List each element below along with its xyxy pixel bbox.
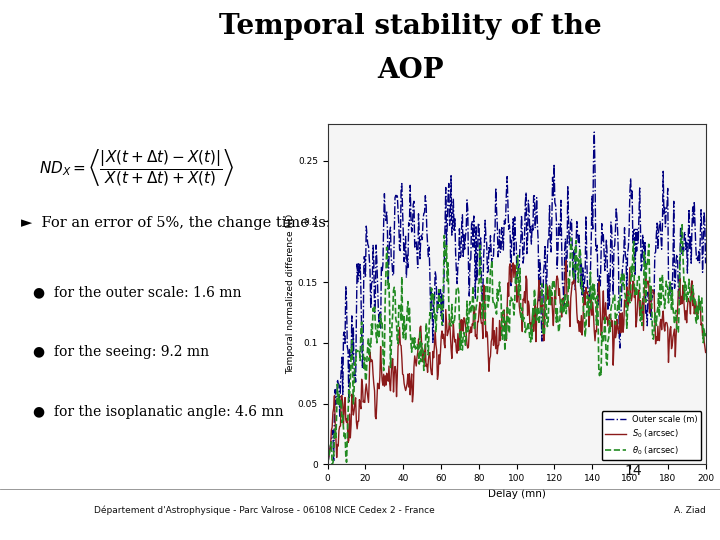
Text: 14: 14 — [625, 464, 642, 478]
Text: ●  for the seeing: 9.2 mn: ● for the seeing: 9.2 mn — [33, 345, 210, 359]
Text: A. Ziad: A. Ziad — [674, 506, 706, 515]
Text: Temporal stability of the: Temporal stability of the — [219, 14, 602, 40]
Text: $ND_X = \left\langle \dfrac{|X(t+\Delta t) - X(t)|}{X(t+\Delta t) + X(t)} \right: $ND_X = \left\langle \dfrac{|X(t+\Delta … — [39, 147, 234, 188]
Text: ►  For an error of 5%, the change time is:: ► For an error of 5%, the change time is… — [21, 216, 330, 230]
Text: ●  for the outer scale: 1.6 mn: ● for the outer scale: 1.6 mn — [33, 286, 242, 300]
Text: ●  for the isoplanatic angle: 4.6 mn: ● for the isoplanatic angle: 4.6 mn — [33, 405, 284, 419]
Legend: Outer scale (m), $S_0$ (arcsec), $\theta_0$ (arcsec): Outer scale (m), $S_0$ (arcsec), $\theta… — [602, 411, 701, 460]
Y-axis label: Temporal normalized difference ND: Temporal normalized difference ND — [286, 214, 295, 374]
X-axis label: Delay (mn): Delay (mn) — [487, 489, 546, 498]
Text: AOP: AOP — [377, 57, 444, 84]
Text: Département d'Astrophysique - Parc Valrose - 06108 NICE Cedex 2 - France: Département d'Astrophysique - Parc Valro… — [94, 505, 434, 515]
